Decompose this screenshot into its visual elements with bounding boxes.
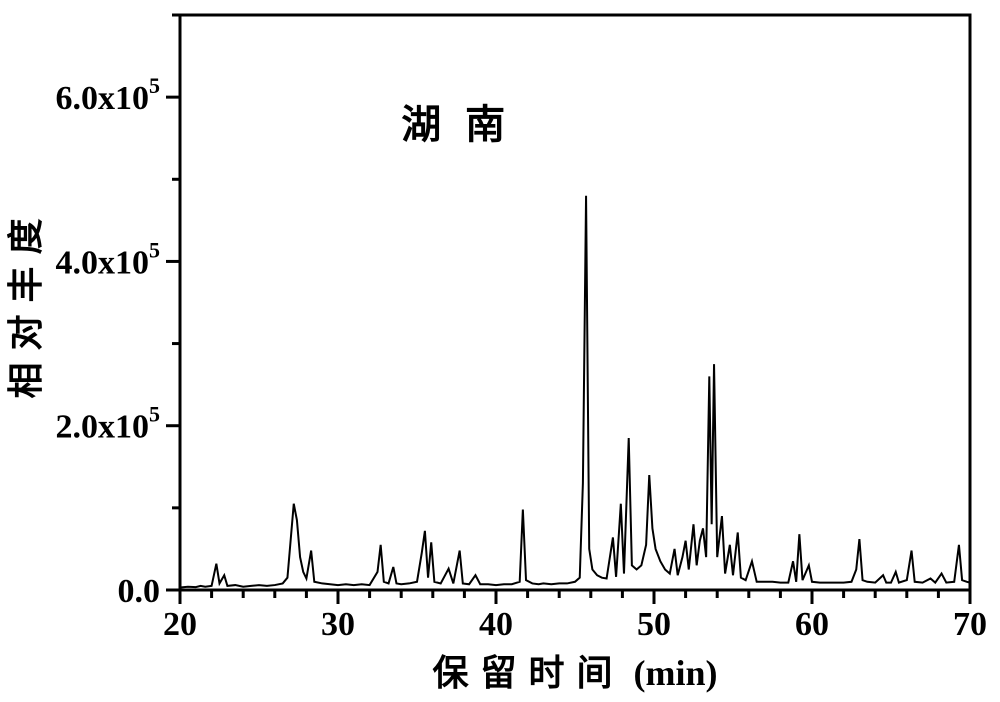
svg-text:6.0x105: 6.0x105 (56, 73, 161, 117)
svg-text:40: 40 (479, 606, 513, 643)
svg-text:保留时间 (min): 保留时间 (min) (432, 653, 717, 693)
svg-text:20: 20 (163, 606, 197, 643)
svg-text:4.0x105: 4.0x105 (56, 237, 161, 281)
svg-text:60: 60 (795, 606, 829, 643)
svg-text:30: 30 (321, 606, 355, 643)
svg-text:相对丰度: 相对丰度 (6, 206, 46, 398)
svg-text:湖南: 湖南 (401, 102, 529, 147)
chromatogram-chart: 20 30 40 50 60 70 0.0 2.0x105 4.0x105 6.0x105 保留时间… (0, 0, 1000, 702)
svg-text:2.0x105: 2.0x105 (56, 402, 161, 446)
svg-text:0.0: 0.0 (118, 573, 161, 610)
svg-text:50: 50 (637, 606, 671, 643)
chart-svg: 20 30 40 50 60 70 0.0 2.0x105 4.0x105 6.0x105 保留时间… (0, 0, 1000, 702)
svg-text:70: 70 (953, 606, 987, 643)
